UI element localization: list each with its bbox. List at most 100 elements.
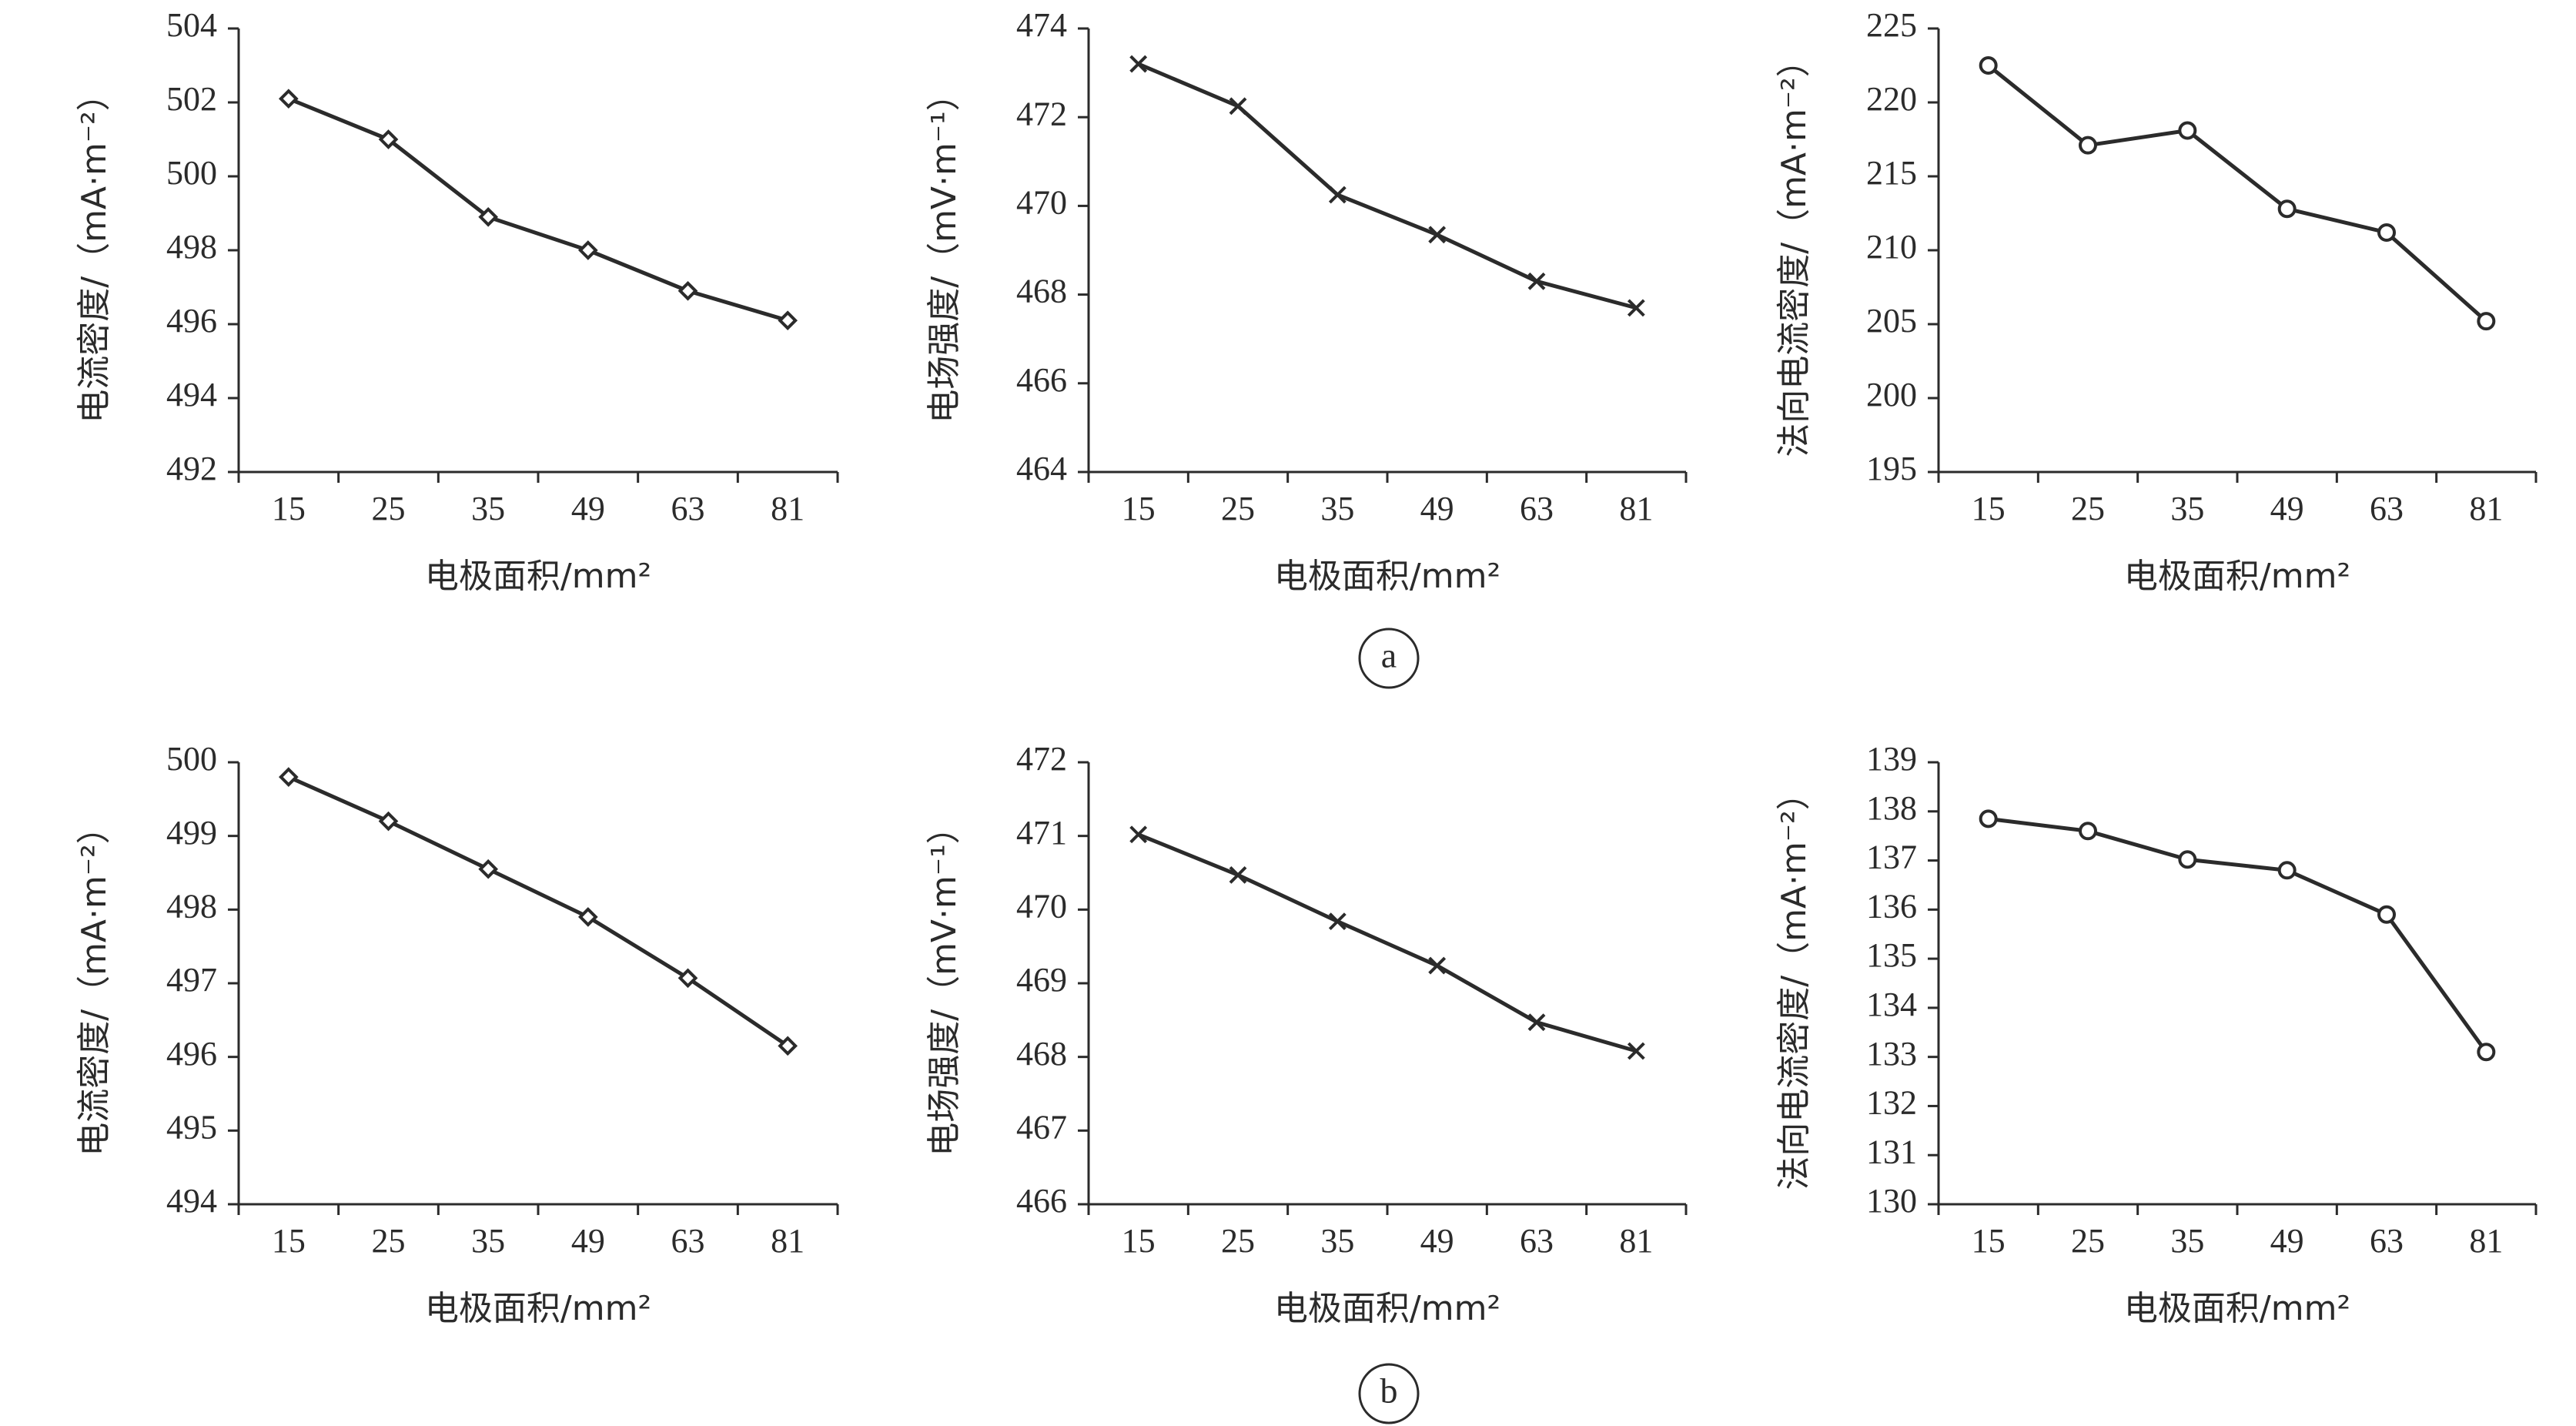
current-density-a-y-tick-label: 502 <box>166 80 217 118</box>
chart-field-strength-a: 464 466 468 470 472 474 15 25 35 49 63 81 电极面积/mm² 电场… <box>925 6 1688 596</box>
field-strength-a-y-tick-label: 466 <box>1016 361 1067 399</box>
field-strength-b-data-point <box>1328 912 1347 931</box>
chart-normal-current-density-b: 130 131 132 133 134 135 136 137 138 139 15 25 35 49 63… <box>1775 740 2538 1328</box>
current-density-a-y-tick-label: 494 <box>166 376 217 413</box>
current-density-b-data-point <box>378 811 399 832</box>
current-density-b-data-point <box>677 968 698 989</box>
current-density-a-y-tick-label: 492 <box>166 450 217 487</box>
normal-current-density-b-y-tick-label: 137 <box>1866 839 1917 876</box>
current-density-a-x-tick-label: 81 <box>771 490 805 527</box>
charts-layer: 492 494 496 498 500 502 504 15 25 35 49 63 81 电极面积/mm… <box>75 6 2538 1328</box>
current-density-b-y-tick-label: 495 <box>166 1108 217 1146</box>
normal-current-density-a-x-axis-title: 电极面积/mm² <box>2124 557 2350 596</box>
field-strength-b-y-axis-title: 电场强度/（mV·m⁻¹） <box>925 810 964 1157</box>
field-strength-b-y-tick-label: 469 <box>1016 961 1067 999</box>
field-strength-a-y-tick-label: 470 <box>1016 183 1067 221</box>
field-strength-b-y-tick-label: 466 <box>1016 1182 1067 1220</box>
field-strength-a-data-point <box>1428 226 1447 244</box>
normal-current-density-b-data-point <box>2477 1043 2496 1062</box>
normal-current-density-a-series-line <box>1987 64 2487 323</box>
panel-b-label: b <box>1358 1363 1420 1424</box>
field-strength-a-y-tick-label: 464 <box>1016 450 1067 487</box>
field-strength-b-y-tick-label: 472 <box>1016 740 1067 778</box>
chart-current-density-b: 494 495 496 497 498 499 500 15 25 35 49 63 81 电极面积/mm… <box>75 740 839 1328</box>
current-density-a-x-tick-label: 15 <box>272 490 306 527</box>
field-strength-a-x-tick-label: 63 <box>1520 490 1554 527</box>
field-strength-b-x-tick-label: 35 <box>1320 1222 1354 1260</box>
panel-a-letter: a <box>1381 636 1397 675</box>
current-density-a-y-tick-label: 496 <box>166 302 217 340</box>
normal-current-density-b-data-point <box>2079 822 2097 841</box>
field-strength-a-x-tick-label: 25 <box>1221 490 1255 527</box>
normal-current-density-a-data-point <box>2178 121 2197 140</box>
normal-current-density-b-y-tick-label: 133 <box>1866 1035 1917 1073</box>
panel-b-letter: b <box>1380 1371 1398 1411</box>
normal-current-density-a-y-tick-label: 225 <box>1866 6 1917 44</box>
field-strength-a-y-tick-label: 474 <box>1016 6 1067 44</box>
normal-current-density-b-x-tick-label: 49 <box>2270 1222 2304 1260</box>
current-density-b-y-tick-label: 498 <box>166 887 217 925</box>
normal-current-density-a-x-tick-label: 15 <box>1972 490 2006 527</box>
current-density-b-x-axis-title: 电极面积/mm² <box>425 1289 651 1328</box>
field-strength-a-data-point <box>1627 299 1645 317</box>
field-strength-b-data-point <box>1129 825 1148 844</box>
field-strength-a-x-tick-label: 15 <box>1122 490 1156 527</box>
current-density-a-data-point <box>578 240 598 260</box>
field-strength-a-y-tick-label: 472 <box>1016 95 1067 132</box>
normal-current-density-a-data-point <box>2477 312 2496 331</box>
normal-current-density-b-y-tick-label: 136 <box>1866 887 1917 925</box>
field-strength-a-data-point <box>1229 97 1247 115</box>
normal-current-density-b-data-point <box>2178 850 2197 869</box>
field-strength-a-x-tick-label: 49 <box>1420 490 1454 527</box>
normal-current-density-b-series-line <box>1988 816 2488 1053</box>
normal-current-density-b-x-tick-label: 63 <box>2370 1222 2404 1260</box>
current-density-b-x-tick-label: 49 <box>571 1222 605 1260</box>
normal-current-density-a-y-tick-label: 220 <box>1866 80 1917 118</box>
panel-b-circle <box>1358 1363 1420 1424</box>
field-strength-b-x-tick-label: 63 <box>1520 1222 1554 1260</box>
current-density-a-x-axis-title: 电极面积/mm² <box>425 557 651 596</box>
current-density-b-data-point <box>778 1036 798 1056</box>
current-density-b-data-point <box>279 767 299 787</box>
current-density-a-x-tick-label: 63 <box>671 490 705 527</box>
current-density-b-y-axis-title: 电流密度/（mA·m⁻²） <box>75 810 114 1157</box>
chart-current-density-a: 492 494 496 498 500 502 504 15 25 35 49 63 81 电极面积/mm… <box>75 6 839 596</box>
normal-current-density-b-y-tick-label: 132 <box>1866 1084 1917 1122</box>
current-density-a-x-tick-label: 25 <box>372 490 406 527</box>
field-strength-b-y-tick-label: 468 <box>1016 1035 1067 1073</box>
current-density-b-y-tick-label: 499 <box>166 814 217 852</box>
normal-current-density-a-y-tick-label: 210 <box>1866 228 1917 266</box>
current-density-a-y-axis-title: 电流密度/（mA·m⁻²） <box>75 77 114 423</box>
current-density-a-data-point <box>677 280 698 301</box>
field-strength-b-y-tick-label: 467 <box>1016 1108 1067 1146</box>
normal-current-density-b-y-axis-title: 法向电流密度/（mA·m⁻²） <box>1775 776 1814 1190</box>
normal-current-density-b-x-axis-title: 电极面积/mm² <box>2124 1289 2350 1328</box>
normal-current-density-a-data-point <box>2277 199 2297 219</box>
normal-current-density-a-y-tick-label: 205 <box>1866 302 1917 340</box>
field-strength-b-x-tick-label: 25 <box>1221 1222 1255 1260</box>
normal-current-density-b-x-tick-label: 15 <box>1972 1222 2006 1260</box>
field-strength-a-x-tick-label: 35 <box>1320 490 1354 527</box>
current-density-b-x-tick-label: 63 <box>671 1222 705 1260</box>
field-strength-b-x-axis-title: 电极面积/mm² <box>1274 1289 1500 1328</box>
field-strength-a-y-axis-title: 电场强度/（mV·m⁻¹） <box>925 77 964 423</box>
field-strength-a-y-tick-label: 468 <box>1016 273 1067 310</box>
field-strength-b-y-tick-label: 471 <box>1016 814 1067 852</box>
field-strength-b-x-tick-label: 15 <box>1122 1222 1156 1260</box>
current-density-b-data-point <box>478 859 498 879</box>
current-density-b-x-tick-label: 81 <box>771 1222 805 1260</box>
current-density-b-y-tick-label: 500 <box>166 740 217 778</box>
chart-normal-current-density-a: 195 200 205 210 215 220 225 15 25 35 49 63 81 电极面积/mm… <box>1775 6 2538 596</box>
current-density-b-series-line <box>287 775 789 1048</box>
panel-a-label: a <box>1358 628 1420 689</box>
normal-current-density-a-data-point <box>2079 136 2097 155</box>
field-strength-b-series-line <box>1137 832 1638 1053</box>
normal-current-density-b-data-point <box>2277 861 2297 880</box>
current-density-a-data-point <box>279 89 299 109</box>
normal-current-density-b-y-tick-label: 139 <box>1866 740 1917 778</box>
current-density-b-x-tick-label: 25 <box>372 1222 406 1260</box>
normal-current-density-b-y-tick-label: 131 <box>1866 1133 1917 1170</box>
current-density-b-y-tick-label: 497 <box>166 961 217 999</box>
panel-a-circle <box>1358 628 1420 689</box>
